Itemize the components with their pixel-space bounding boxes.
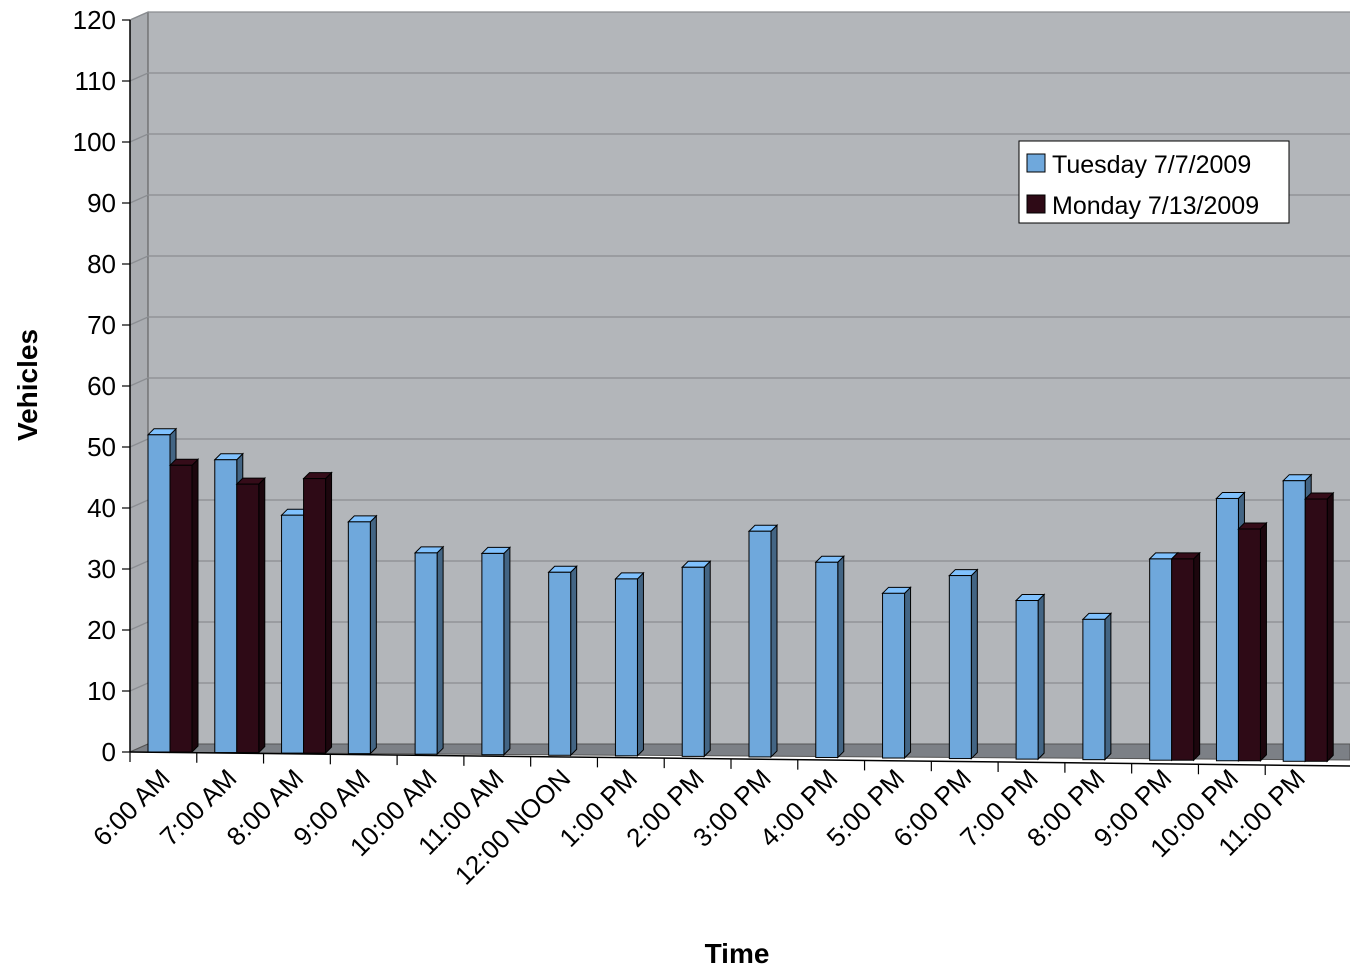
bar-side (1037, 593, 1045, 761)
legend-swatch-monday (1026, 194, 1046, 214)
bar-front (1082, 618, 1106, 761)
bar-side (570, 565, 578, 757)
bar-front (147, 434, 171, 753)
bar-front (169, 464, 193, 753)
gridline (129, 255, 1350, 265)
bar-tuesday-7-7-2009-5-00-pm (881, 586, 912, 760)
gridline (129, 133, 1350, 143)
bar-side (258, 476, 266, 754)
bar-monday-7-13-2009-10-00-pm (1237, 521, 1268, 762)
bar-side (636, 571, 644, 758)
bar-tuesday-7-7-2009-9-00-am (347, 514, 378, 755)
y-tick-label: 110 (75, 66, 116, 96)
y-tick-label: 20 (87, 615, 116, 645)
bar-side (369, 514, 377, 755)
bar-tuesday-7-7-2009-12-00-noon (547, 565, 578, 757)
bar-tuesday-7-7-2009-10-00-am (413, 545, 445, 756)
bar-tuesday-7-7-2009-7-00-pm (1014, 593, 1046, 761)
legend-label-monday: Monday 7/13/2009 (1052, 192, 1259, 220)
bar-side (503, 546, 511, 756)
bar-side (325, 471, 333, 755)
bar-side (191, 458, 199, 754)
gridlines (129, 11, 1350, 692)
bar-front (1237, 528, 1261, 762)
bar-front (281, 514, 305, 754)
bar-front (614, 578, 638, 757)
bar-front (948, 575, 972, 760)
bar-tuesday-7-7-2009-1-00-pm (614, 571, 645, 758)
bar-monday-7-13-2009-8-00-am (302, 471, 333, 755)
y-tick-label: 0 (102, 737, 116, 767)
bar-front (1282, 480, 1306, 762)
bar-front (414, 552, 438, 755)
bar-front (303, 478, 327, 754)
y-tick-label: 60 (87, 371, 116, 401)
bar-front (882, 592, 906, 759)
bar-tuesday-7-7-2009-3-00-pm (747, 524, 779, 759)
bar-side (1259, 521, 1267, 762)
bar-monday-7-13-2009-11-00-pm (1304, 491, 1335, 763)
y-tick-label: 50 (87, 432, 116, 462)
bar-front (236, 483, 260, 754)
bar-side (770, 524, 778, 759)
x-axis-title: Time (705, 938, 770, 969)
y-tick-label: 100 (73, 127, 116, 157)
bar-tuesday-7-7-2009-11-00-am (480, 546, 512, 756)
axes (122, 19, 1350, 776)
bar-side (703, 560, 711, 758)
y-tick-label: 120 (73, 5, 116, 35)
bar-side (1326, 491, 1334, 763)
legend: Tuesday 7/7/2009 Monday 7/13/2009 (1018, 140, 1290, 224)
bar-tuesday-7-7-2009-2-00-pm (681, 560, 712, 758)
y-tick-labels: 0 10 20 30 40 50 60 70 80 90 100 110 120 (73, 5, 116, 767)
gridline (129, 377, 1350, 387)
gridline (129, 316, 1350, 326)
bar-front (1171, 558, 1195, 761)
y-tick-label: 70 (87, 310, 116, 340)
x-axis-line (129, 751, 1350, 767)
legend-swatch-tuesday (1026, 153, 1046, 173)
bar-front (1015, 600, 1039, 760)
bar-tuesday-7-7-2009-8-00-pm (1081, 612, 1113, 761)
bar-front (214, 459, 238, 754)
bar-front (748, 530, 772, 758)
bar-side (1104, 612, 1112, 761)
bar-front (481, 552, 505, 756)
bar-tuesday-7-7-2009-4-00-pm (814, 555, 845, 759)
legend-label-tuesday: Tuesday 7/7/2009 (1052, 151, 1251, 179)
gridline (129, 11, 1350, 21)
bar-side (436, 545, 444, 756)
gridline (129, 194, 1350, 204)
bar-side (904, 586, 912, 760)
bar-front (681, 566, 705, 757)
y-tick-label: 40 (87, 493, 116, 523)
y-tick-label: 30 (87, 554, 116, 584)
bar-front (1304, 498, 1328, 762)
bar-front (1215, 497, 1239, 762)
bar-monday-7-13-2009-7-00-am (235, 476, 266, 754)
y-tick-label: 80 (87, 249, 116, 279)
bar-monday-7-13-2009-6-00-am (168, 458, 200, 754)
bars (146, 427, 1335, 763)
bar-front (815, 561, 839, 758)
bar-front (548, 571, 572, 756)
bar-side (1193, 551, 1201, 762)
bar-tuesday-7-7-2009-6-00-am (146, 427, 178, 754)
y-axis-title: Vehicles (12, 329, 43, 441)
bar-front (1149, 558, 1173, 761)
bar-side (837, 555, 845, 759)
y-tick-label: 10 (87, 676, 116, 706)
bar-tuesday-7-7-2009-6-00-pm (948, 568, 979, 760)
bar-monday-7-13-2009-9-00-pm (1170, 551, 1201, 762)
legend-box (1018, 140, 1290, 224)
bar-side (970, 568, 978, 760)
gridline (129, 72, 1350, 82)
bar-front (347, 521, 371, 755)
y-tick-label: 90 (87, 188, 116, 218)
